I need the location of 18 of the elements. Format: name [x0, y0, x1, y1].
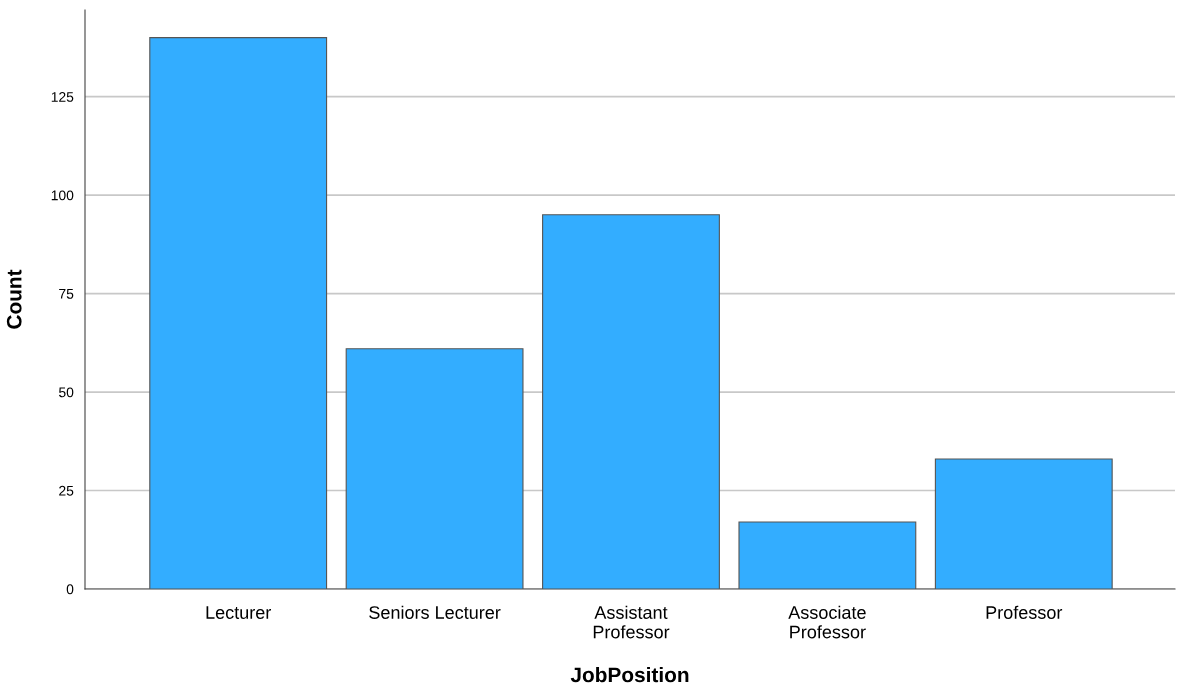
y-tick-label: 0 [66, 584, 74, 595]
y-tick-label: 25 [59, 485, 74, 496]
x-tick-label: Lecturer [206, 606, 272, 619]
x-tick-label: Associate Professor [788, 605, 866, 639]
y-axis-title: Count [6, 269, 22, 329]
x-axis-title: JobPosition [570, 666, 689, 683]
y-tick-label: 125 [51, 91, 74, 102]
bar [542, 214, 720, 589]
y-tick-label: 100 [51, 190, 74, 201]
bar [934, 458, 1113, 589]
bar [738, 521, 917, 589]
x-tick-label: Assistant Professor [593, 605, 670, 639]
bar [149, 37, 328, 589]
y-tick-label: 50 [59, 387, 74, 398]
x-tick-label: Professor [986, 605, 1063, 619]
x-tick-label: Seniors Lecturer [369, 605, 501, 619]
bar [345, 348, 524, 589]
y-tick-label: 75 [59, 289, 74, 299]
